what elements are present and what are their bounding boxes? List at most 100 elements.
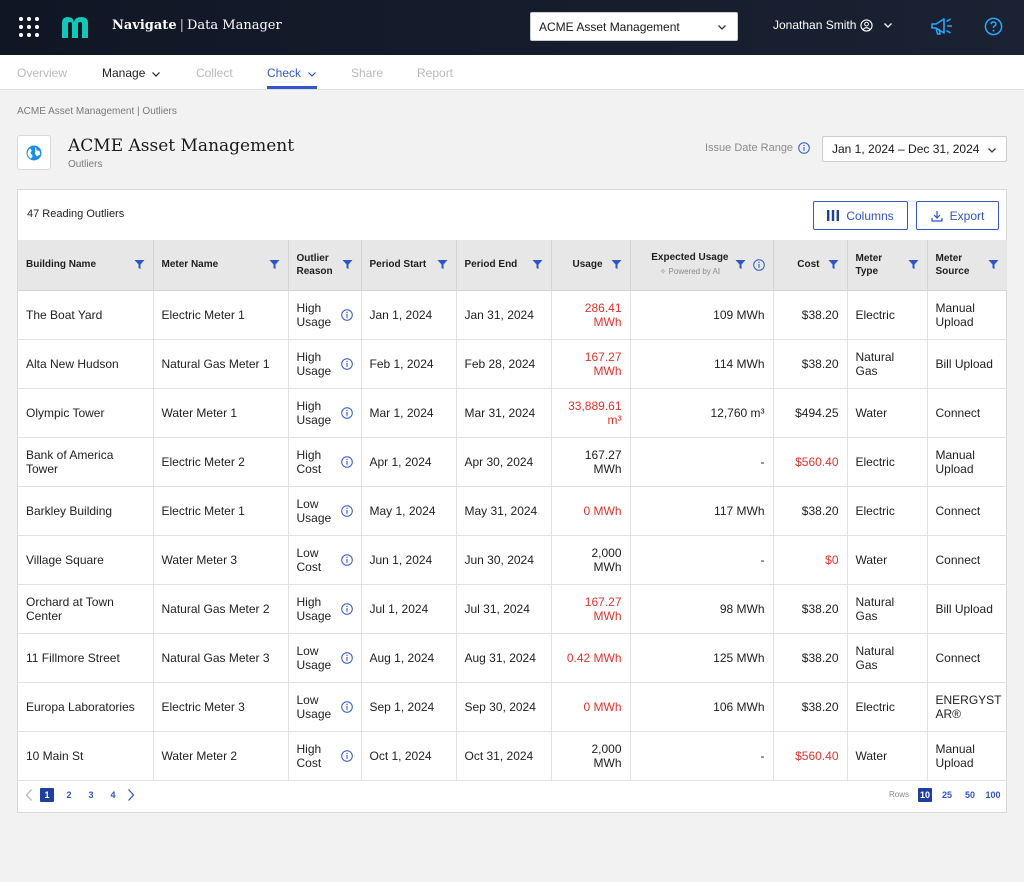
filter-icon[interactable] [342, 259, 353, 270]
meter-type-cell: Water [847, 388, 928, 438]
info-icon[interactable] [340, 357, 353, 370]
filter-icon[interactable] [437, 259, 448, 270]
meter-name-cell[interactable]: Water Meter 2 [153, 731, 289, 781]
rows-50-button[interactable]: 50 [964, 790, 975, 800]
header-meter-name[interactable]: Meter Name [153, 240, 289, 291]
header-outlier-reason[interactable]: Outlier Reason [288, 240, 362, 291]
building-name-cell[interactable]: Olympic Tower [18, 388, 154, 438]
building-name-cell[interactable]: The Boat Yard [18, 290, 154, 340]
page-1-button[interactable]: 1 [40, 788, 54, 802]
meter-name-cell[interactable]: Natural Gas Meter 1 [153, 339, 289, 389]
building-name-cell[interactable]: Bank of America Tower [18, 437, 154, 487]
meter-type-cell: Water [847, 731, 928, 781]
usage-cell: 167.27 MWh [551, 437, 631, 487]
tab-share[interactable]: Share [351, 66, 384, 80]
tab-overview[interactable]: Overview [17, 66, 68, 80]
chevron-down-icon [152, 71, 161, 77]
breadcrumb[interactable]: ACME Asset Management | Outliers [17, 106, 177, 117]
meter-name-cell[interactable]: Electric Meter 2 [153, 437, 289, 487]
meter-name-cell[interactable]: Electric Meter 3 [153, 682, 289, 732]
info-icon[interactable] [340, 406, 353, 419]
filter-icon[interactable] [611, 259, 622, 270]
filter-icon[interactable] [269, 259, 280, 270]
building-name-cell[interactable]: Europa Laboratories [18, 682, 154, 732]
info-icon[interactable] [798, 142, 810, 154]
table-row[interactable]: Barkley Building Electric Meter 1 Low Usage… [18, 486, 1007, 536]
table-row[interactable]: Village Square Water Meter 3 Low Cost Jun 1,… [18, 535, 1007, 585]
date-range-select[interactable]: Jan 1, 2024 – Dec 31, 2024 [822, 136, 1007, 162]
page-4-button[interactable]: 4 [110, 790, 116, 800]
chevron-right-icon[interactable] [125, 788, 137, 802]
table-row[interactable]: Alta New Hudson Natural Gas Meter 1 High Us… [18, 339, 1007, 389]
table-row[interactable]: Orchard at Town Center Natural Gas Meter 2… [18, 584, 1007, 634]
table-row[interactable]: 11 Fillmore Street Natural Gas Meter 3 Low… [18, 633, 1007, 683]
meter-name-cell[interactable]: Natural Gas Meter 3 [153, 633, 289, 683]
header-period-start[interactable]: Period Start [361, 240, 457, 291]
info-icon[interactable] [340, 504, 353, 517]
building-name-cell[interactable]: 11 Fillmore Street [18, 633, 154, 683]
table-row[interactable]: Olympic Tower Water Meter 1 High Usage Mar 1… [18, 388, 1007, 438]
filter-icon[interactable] [908, 259, 919, 270]
period-start-cell: Jul 1, 2024 [361, 584, 457, 634]
info-icon[interactable] [340, 308, 353, 321]
filter-icon[interactable] [532, 259, 543, 270]
building-name-cell[interactable]: 10 Main St [18, 731, 154, 781]
info-icon[interactable] [340, 455, 353, 468]
export-button[interactable]: Export [916, 201, 999, 230]
page-subtitle: Outliers [68, 159, 103, 170]
tab-report[interactable]: Report [417, 66, 454, 80]
tab-manage[interactable]: Manage [102, 66, 161, 80]
page-2-button[interactable]: 2 [66, 790, 72, 800]
columns-button[interactable]: Columns [813, 201, 908, 230]
filter-icon[interactable] [134, 259, 145, 270]
info-icon[interactable] [340, 749, 353, 762]
header-expected-usage[interactable]: Expected Usage ✧ Powered by AI [630, 240, 774, 291]
info-icon[interactable] [340, 553, 353, 566]
page-3-button[interactable]: 3 [88, 790, 94, 800]
period-end-cell: Aug 31, 2024 [456, 633, 552, 683]
filter-icon[interactable] [735, 259, 746, 270]
filter-icon[interactable] [988, 259, 999, 270]
rows-per-page-label: Rows [889, 790, 910, 799]
chevron-left-icon[interactable] [23, 788, 35, 802]
tab-check[interactable]: Check [267, 66, 317, 80]
chevron-down-icon [884, 23, 893, 28]
help-icon[interactable] [984, 17, 1003, 36]
nav-bar: Overview Manage Collect Check Share Repo… [0, 55, 1024, 90]
meter-name-cell[interactable]: Electric Meter 1 [153, 486, 289, 536]
tab-collect[interactable]: Collect [196, 66, 233, 80]
meter-name-cell[interactable]: Water Meter 3 [153, 535, 289, 585]
table-row[interactable]: Europa Laboratories Electric Meter 3 Low Us… [18, 682, 1007, 732]
header-building-name[interactable]: Building Name [18, 240, 154, 291]
building-name-cell[interactable]: Alta New Hudson [18, 339, 154, 389]
table-row[interactable]: The Boat Yard Electric Meter 1 High Usage Ja… [18, 290, 1007, 340]
meter-name-cell[interactable]: Natural Gas Meter 2 [153, 584, 289, 634]
rows-100-button[interactable]: 100 [985, 790, 1001, 800]
user-menu[interactable]: Jonathan Smith [773, 18, 893, 32]
header-usage[interactable]: Usage [551, 240, 631, 291]
info-icon[interactable] [340, 602, 353, 615]
rows-25-button[interactable]: 25 [941, 790, 952, 800]
outliers-table: Building Name Meter Name Outlier Reason P… [18, 240, 1007, 781]
table-row[interactable]: 10 Main St Water Meter 2 High Cost Oct 1, 20… [18, 731, 1007, 781]
filter-icon[interactable] [828, 259, 839, 270]
header-period-end[interactable]: Period End [456, 240, 552, 291]
megaphone-icon[interactable] [930, 16, 954, 38]
table-row[interactable]: Bank of America Tower Electric Meter 2 High… [18, 437, 1007, 487]
meter-name-cell[interactable]: Water Meter 1 [153, 388, 289, 438]
brand-logo[interactable] [60, 14, 90, 40]
info-icon[interactable] [340, 700, 353, 713]
building-name-cell[interactable]: Village Square [18, 535, 154, 585]
building-name-cell[interactable]: Orchard at Town Center [18, 584, 154, 634]
info-icon[interactable] [752, 258, 765, 271]
info-icon[interactable] [340, 651, 353, 664]
building-name-cell[interactable]: Barkley Building [18, 486, 154, 536]
organization-select[interactable]: ACME Asset Management [530, 12, 738, 41]
header-meter-type[interactable]: Meter Type [847, 240, 928, 291]
expected-usage-cell: - [630, 535, 774, 585]
header-cost[interactable]: Cost [773, 240, 848, 291]
meter-name-cell[interactable]: Electric Meter 1 [153, 290, 289, 340]
grid-menu-icon[interactable] [19, 17, 39, 37]
rows-10-button[interactable]: 10 [918, 788, 932, 802]
header-meter-source[interactable]: Meter Source [927, 240, 1007, 291]
